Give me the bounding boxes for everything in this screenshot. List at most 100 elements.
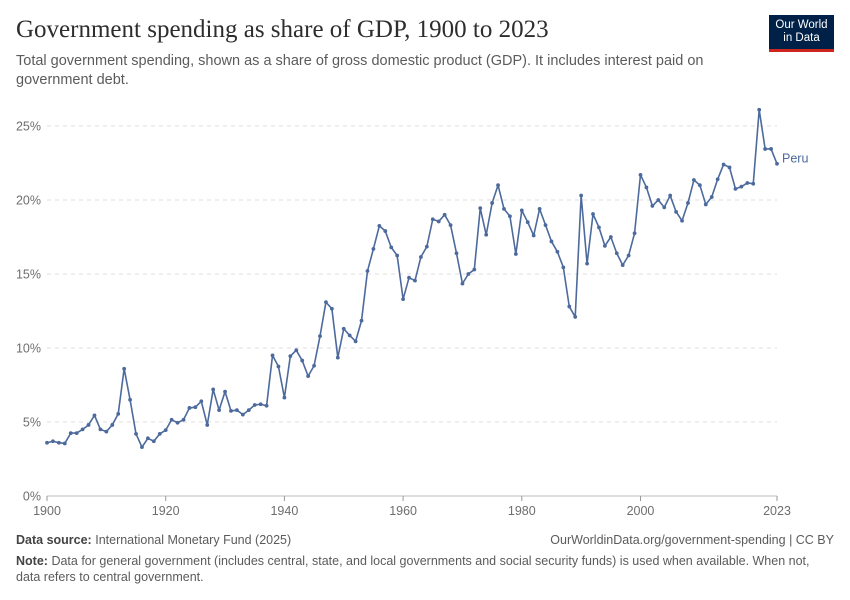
data-point[interactable] bbox=[92, 413, 97, 418]
data-point[interactable] bbox=[626, 253, 631, 258]
data-point[interactable] bbox=[656, 198, 661, 202]
data-point[interactable] bbox=[56, 440, 61, 445]
data-point[interactable] bbox=[413, 278, 417, 283]
data-point[interactable] bbox=[597, 225, 601, 230]
data-point[interactable] bbox=[282, 395, 287, 400]
data-point[interactable] bbox=[709, 195, 714, 199]
data-point[interactable] bbox=[775, 161, 779, 166]
data-point[interactable] bbox=[662, 205, 667, 210]
data-point[interactable] bbox=[401, 297, 405, 302]
data-point[interactable] bbox=[674, 209, 679, 214]
data-point[interactable] bbox=[490, 201, 495, 205]
data-point[interactable] bbox=[80, 427, 85, 432]
data-point[interactable] bbox=[585, 261, 589, 266]
data-point[interactable] bbox=[697, 183, 702, 188]
data-point[interactable] bbox=[163, 428, 168, 433]
data-point[interactable] bbox=[519, 208, 524, 213]
data-point[interactable] bbox=[51, 439, 55, 444]
data-point[interactable] bbox=[567, 304, 572, 309]
data-point[interactable] bbox=[430, 217, 435, 222]
data-point[interactable] bbox=[727, 165, 732, 170]
data-point[interactable] bbox=[187, 406, 192, 410]
data-point[interactable] bbox=[193, 405, 198, 410]
series-label-peru[interactable]: Peru bbox=[782, 152, 808, 166]
data-point[interactable] bbox=[407, 275, 411, 280]
data-point[interactable] bbox=[258, 402, 263, 407]
series-line-peru[interactable] bbox=[46, 108, 778, 448]
data-point[interactable] bbox=[324, 300, 328, 305]
data-point[interactable] bbox=[460, 281, 465, 286]
data-point[interactable] bbox=[496, 183, 500, 188]
data-point[interactable] bbox=[45, 440, 49, 445]
data-point[interactable] bbox=[591, 212, 595, 216]
owid-logo[interactable]: Our World in Data bbox=[769, 15, 834, 52]
data-point[interactable] bbox=[614, 251, 619, 256]
data-point[interactable] bbox=[288, 354, 293, 359]
data-point[interactable] bbox=[638, 172, 643, 177]
source-text[interactable]: International Monetary Fund (2025) bbox=[95, 533, 292, 547]
data-point[interactable] bbox=[365, 269, 370, 273]
data-point[interactable] bbox=[454, 251, 459, 256]
data-point[interactable] bbox=[235, 408, 239, 413]
data-point[interactable] bbox=[62, 441, 67, 446]
data-point[interactable] bbox=[98, 427, 103, 432]
data-point[interactable] bbox=[692, 178, 696, 182]
data-point[interactable] bbox=[329, 306, 334, 311]
data-point[interactable] bbox=[175, 420, 180, 425]
data-point[interactable] bbox=[543, 223, 548, 228]
data-point[interactable] bbox=[721, 162, 726, 167]
data-point[interactable] bbox=[122, 366, 127, 371]
data-point[interactable] bbox=[151, 439, 156, 444]
data-point[interactable] bbox=[715, 177, 720, 182]
data-point[interactable] bbox=[211, 387, 216, 392]
data-point[interactable] bbox=[217, 408, 222, 413]
data-point[interactable] bbox=[644, 185, 649, 190]
data-point[interactable] bbox=[436, 219, 441, 224]
data-point[interactable] bbox=[140, 445, 144, 450]
data-point[interactable] bbox=[145, 436, 150, 441]
data-point[interactable] bbox=[86, 423, 91, 427]
data-point[interactable] bbox=[276, 364, 281, 369]
data-point[interactable] bbox=[128, 397, 132, 402]
data-point[interactable] bbox=[169, 417, 174, 422]
data-point[interactable] bbox=[383, 229, 388, 233]
data-point[interactable] bbox=[478, 206, 483, 211]
data-point[interactable] bbox=[353, 339, 358, 344]
data-point[interactable] bbox=[680, 218, 684, 223]
data-point[interactable] bbox=[300, 358, 305, 363]
data-point[interactable] bbox=[769, 147, 773, 151]
data-point[interactable] bbox=[448, 223, 453, 228]
data-point[interactable] bbox=[229, 409, 233, 413]
data-point[interactable] bbox=[751, 181, 756, 186]
data-point[interactable] bbox=[223, 389, 227, 394]
data-point[interactable] bbox=[484, 232, 489, 237]
data-point[interactable] bbox=[419, 255, 423, 259]
data-point[interactable] bbox=[608, 235, 613, 239]
data-point[interactable] bbox=[264, 403, 269, 408]
data-point[interactable] bbox=[632, 231, 637, 236]
data-point[interactable] bbox=[134, 431, 138, 436]
data-point[interactable] bbox=[739, 184, 744, 189]
data-point[interactable] bbox=[531, 233, 536, 238]
data-point[interactable] bbox=[199, 399, 204, 404]
data-point[interactable] bbox=[389, 245, 394, 250]
data-point[interactable] bbox=[270, 353, 275, 358]
data-point[interactable] bbox=[252, 403, 257, 407]
data-point[interactable] bbox=[424, 244, 429, 249]
data-point[interactable] bbox=[371, 246, 376, 251]
data-point[interactable] bbox=[555, 249, 560, 254]
data-point[interactable] bbox=[395, 253, 400, 258]
data-point[interactable] bbox=[537, 206, 542, 211]
data-point[interactable] bbox=[466, 272, 471, 276]
data-point[interactable] bbox=[116, 411, 121, 416]
data-point[interactable] bbox=[110, 423, 115, 427]
data-point[interactable] bbox=[686, 201, 690, 205]
data-point[interactable] bbox=[318, 334, 322, 339]
data-point[interactable] bbox=[573, 315, 578, 319]
data-point[interactable] bbox=[602, 243, 607, 248]
data-point[interactable] bbox=[306, 374, 311, 379]
data-point[interactable] bbox=[561, 265, 566, 270]
data-point[interactable] bbox=[703, 202, 708, 207]
data-point[interactable] bbox=[549, 239, 554, 244]
